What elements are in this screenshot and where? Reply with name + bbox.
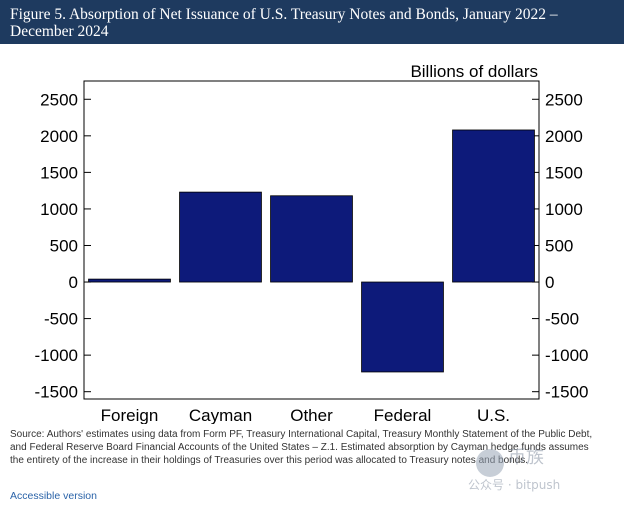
- y-tick-label-left: 1500: [40, 163, 78, 182]
- y-tick-label-left: 1000: [40, 200, 78, 219]
- y-tick-label-right: -1000: [545, 346, 588, 365]
- category-label-line: Federal: [374, 406, 432, 424]
- category-label: CaymanHedgeFunds: [189, 406, 252, 424]
- accessible-version-link[interactable]: Accessible version: [10, 490, 97, 502]
- category-label-line: Other: [290, 406, 333, 424]
- y-tick-label-left: 0: [69, 273, 78, 292]
- y-tick-label-right: -500: [545, 310, 579, 329]
- figure-title: Figure 5. Absorption of Net Issuance of …: [10, 6, 558, 40]
- y-tick-label-left: -1000: [35, 346, 78, 365]
- bar: [361, 281, 444, 373]
- y-tick-label-left: -1500: [35, 383, 78, 402]
- bar-chart: Billions of dollars 2500 2500 2000 2000 1500…: [35, 62, 589, 424]
- ticks-layer: 2500 2500 2000 2000 1500 1500 1000 1000 500 500 0 0…: [35, 90, 589, 401]
- category-labels-layer: Foreignofficial CaymanHedgeFunds Otherfore…: [101, 406, 529, 424]
- category-label: Foreignofficial: [101, 406, 159, 424]
- y-tick-label-right: 500: [545, 236, 573, 255]
- category-label-line: Cayman: [189, 406, 252, 424]
- category-label: U.S.Domestic: [458, 406, 529, 424]
- watermark: 币族 公众号 · bitpush: [468, 447, 560, 492]
- figure-header: Figure 5. Absorption of Net Issuance of …: [0, 0, 624, 44]
- y-tick-label-right: -1500: [545, 383, 588, 402]
- bars-layer: [88, 129, 535, 373]
- category-label-line: Foreign: [101, 406, 159, 424]
- y-tick-label-right: 0: [545, 273, 554, 292]
- y-tick-label-left: -500: [44, 310, 78, 329]
- y-tick-label-left: 2000: [40, 127, 78, 146]
- watermark-line: 公众号 · bitpush: [468, 478, 560, 492]
- plot-frame: [83, 80, 540, 400]
- unit-label: Billions of dollars: [410, 62, 538, 81]
- bar: [452, 129, 535, 283]
- y-tick-label-right: 1000: [545, 200, 583, 219]
- source-note: Source: Authors' estimates using data fr…: [10, 429, 593, 466]
- category-label-line: U.S.: [477, 406, 510, 424]
- y-tick-label-right: 2500: [545, 90, 583, 109]
- watermark-brand: 币族: [508, 447, 544, 468]
- y-tick-label-right: 2000: [545, 127, 583, 146]
- category-label: Otherforeignprivate: [286, 406, 338, 424]
- bar: [270, 195, 353, 283]
- watermark-logo-icon: [476, 449, 504, 477]
- y-tick-label-left: 2500: [40, 90, 78, 109]
- y-tick-label-left: 500: [50, 236, 78, 255]
- y-tick-label-right: 1500: [545, 163, 583, 182]
- bar: [88, 278, 171, 283]
- bar: [179, 191, 262, 283]
